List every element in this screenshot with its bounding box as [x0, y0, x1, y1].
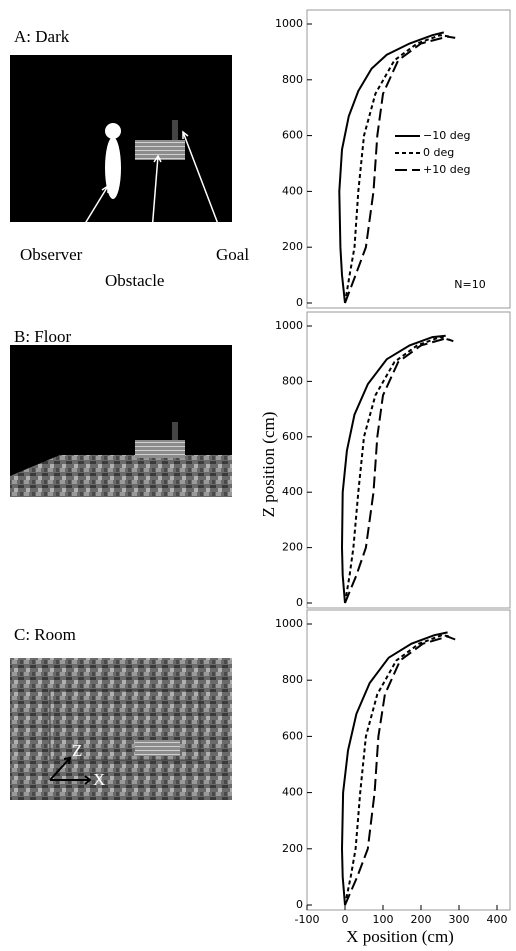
trajectory: [344, 35, 456, 304]
y-tick-label: 1000: [275, 319, 303, 332]
x-tick-label: 200: [411, 913, 432, 926]
x-tick-label: 400: [487, 913, 508, 926]
y-tick-label: 200: [282, 541, 303, 554]
y-tick-label: 400: [282, 786, 303, 799]
legend-label: +10 deg: [423, 163, 470, 176]
y-tick-label: 600: [282, 729, 303, 742]
annotation: Obstacle: [105, 271, 164, 290]
plot-frame: [306, 9, 511, 309]
y-tick-label: 0: [296, 898, 303, 911]
panel-label: C: Room: [14, 625, 76, 644]
trajectory: [340, 334, 446, 604]
trajectory: [344, 336, 450, 604]
x-tick-label: -100: [295, 913, 320, 926]
trajectory: [338, 31, 445, 304]
y-tick-label: 600: [282, 430, 303, 443]
panel-label: B: Floor: [14, 327, 71, 346]
trajectory: [344, 635, 456, 906]
y-tick-label: 1000: [275, 17, 303, 30]
y-tick-label: 200: [282, 842, 303, 855]
scene-image: [10, 55, 232, 257]
plot-frame: [306, 311, 511, 609]
trajectory: [344, 34, 450, 304]
trajectory: [344, 634, 452, 906]
y-tick-label: 0: [296, 296, 303, 309]
y-tick-label: 400: [282, 485, 303, 498]
y-tick-label: 600: [282, 129, 303, 142]
scene-image: [10, 345, 232, 497]
x-tick-label: 300: [449, 913, 470, 926]
legend-label: −10 deg: [423, 129, 470, 142]
plot-frame: [306, 609, 511, 911]
y-tick-label: 800: [282, 673, 303, 686]
y-axis-label: Z position (cm): [259, 412, 278, 518]
y-tick-label: 0: [296, 596, 303, 609]
y-tick-label: 400: [282, 184, 303, 197]
x-tick-label: 100: [373, 913, 394, 926]
annotation: Observer: [20, 245, 83, 264]
x-tick-label: 0: [342, 913, 349, 926]
axis-glyph: Z: [72, 741, 82, 760]
panel-label: A: Dark: [14, 27, 70, 46]
y-tick-label: 800: [282, 73, 303, 86]
legend-label: 0 deg: [423, 146, 454, 159]
scene-image: [10, 658, 232, 800]
y-tick-label: 200: [282, 240, 303, 253]
trajectory: [340, 631, 448, 906]
y-tick-label: 1000: [275, 617, 303, 630]
axis-glyph: X: [93, 770, 105, 789]
annotation: N=10: [454, 278, 485, 291]
y-tick-label: 800: [282, 374, 303, 387]
trajectory: [344, 337, 454, 604]
x-axis-label: X position (cm): [346, 927, 454, 946]
annotation: Goal: [216, 245, 249, 264]
